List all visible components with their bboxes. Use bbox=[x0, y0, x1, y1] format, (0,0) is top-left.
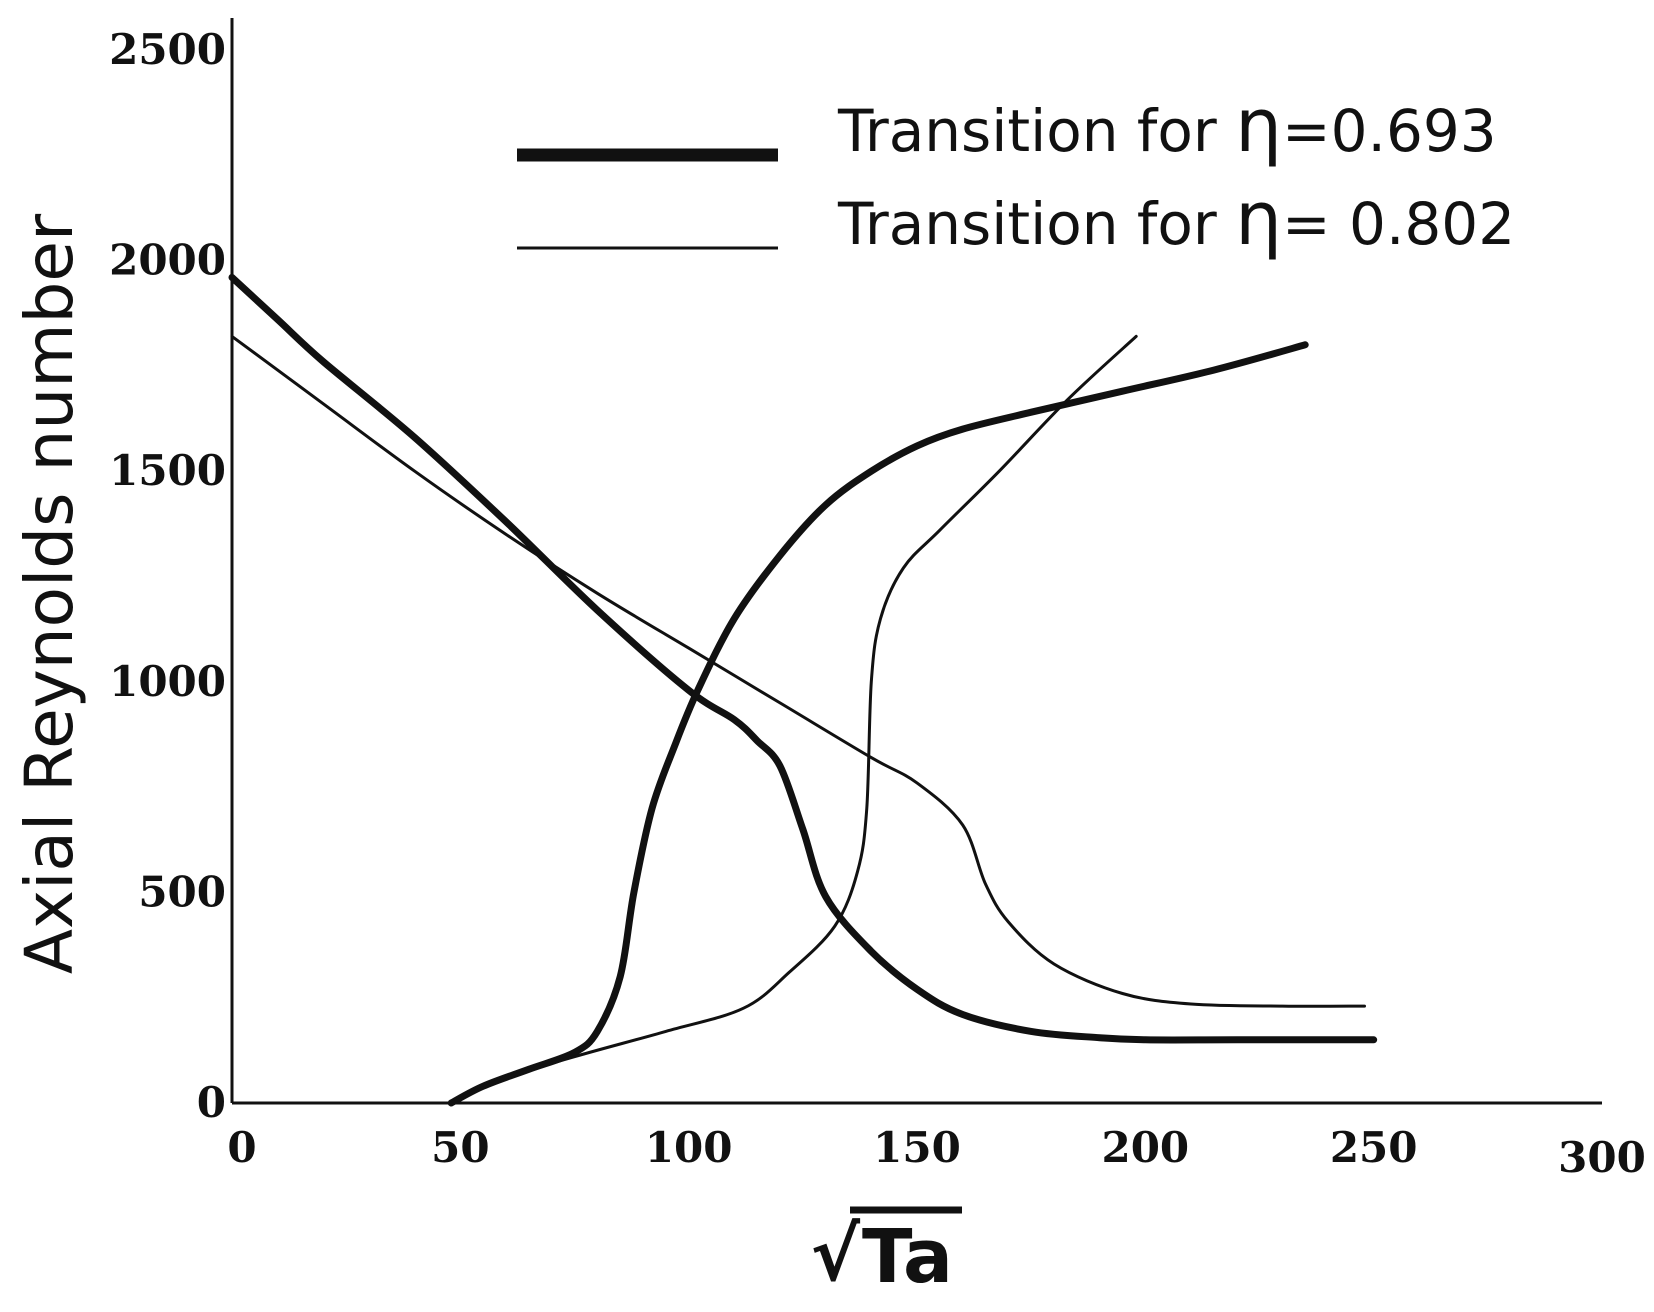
legend-eta-symbol: η bbox=[1235, 83, 1282, 169]
series-curve-3 bbox=[449, 334, 1138, 1105]
x-axis-label: √ Ta bbox=[811, 1206, 962, 1300]
x-tick-label-150: 150 bbox=[873, 1123, 961, 1172]
y-axis-label: Axial Reynolds number bbox=[11, 213, 88, 974]
x-tick-label-50: 50 bbox=[431, 1123, 489, 1172]
series-curve-1 bbox=[230, 334, 1366, 1008]
series-curve-2 bbox=[447, 341, 1309, 1107]
x-axis-label-text: Ta bbox=[862, 1214, 953, 1300]
y-tick-label-2500: 2500 bbox=[109, 25, 226, 74]
sqrt-radical-symbol: √ bbox=[811, 1212, 861, 1298]
x-tick-label-200: 200 bbox=[1101, 1123, 1189, 1172]
legend-label-0802: Transition for η= 0.802 bbox=[837, 176, 1515, 262]
legend-suffix: =0.693 bbox=[1282, 97, 1497, 165]
legend-eta-symbol: η bbox=[1235, 176, 1282, 262]
y-tick-label-1000: 1000 bbox=[109, 657, 226, 706]
axes bbox=[230, 18, 1602, 1105]
legend-suffix: = 0.802 bbox=[1282, 190, 1515, 258]
legend-prefix: Transition for bbox=[837, 190, 1235, 258]
y-tick-label-500: 500 bbox=[138, 867, 226, 916]
x-tick-labels: 0 50 100 150 200 250 300 bbox=[227, 1123, 1645, 1182]
y-tick-labels: 0 500 1000 1500 2000 2500 bbox=[109, 25, 226, 1127]
x-tick-label-100: 100 bbox=[645, 1123, 733, 1172]
y-tick-label-2000: 2000 bbox=[109, 236, 226, 285]
x-tick-label-0: 0 bbox=[227, 1123, 256, 1172]
x-tick-label-300: 300 bbox=[1558, 1133, 1646, 1182]
legend-label-0693: Transition for η=0.693 bbox=[837, 83, 1497, 169]
series-curve-0 bbox=[228, 273, 1378, 1044]
legend: Transition for η=0.693 Transition for η=… bbox=[517, 83, 1515, 262]
series-lines bbox=[228, 273, 1378, 1107]
x-tick-label-250: 250 bbox=[1330, 1123, 1418, 1172]
y-tick-label-1500: 1500 bbox=[109, 446, 226, 495]
y-tick-label-0: 0 bbox=[197, 1078, 226, 1127]
legend-prefix: Transition for bbox=[837, 97, 1235, 165]
